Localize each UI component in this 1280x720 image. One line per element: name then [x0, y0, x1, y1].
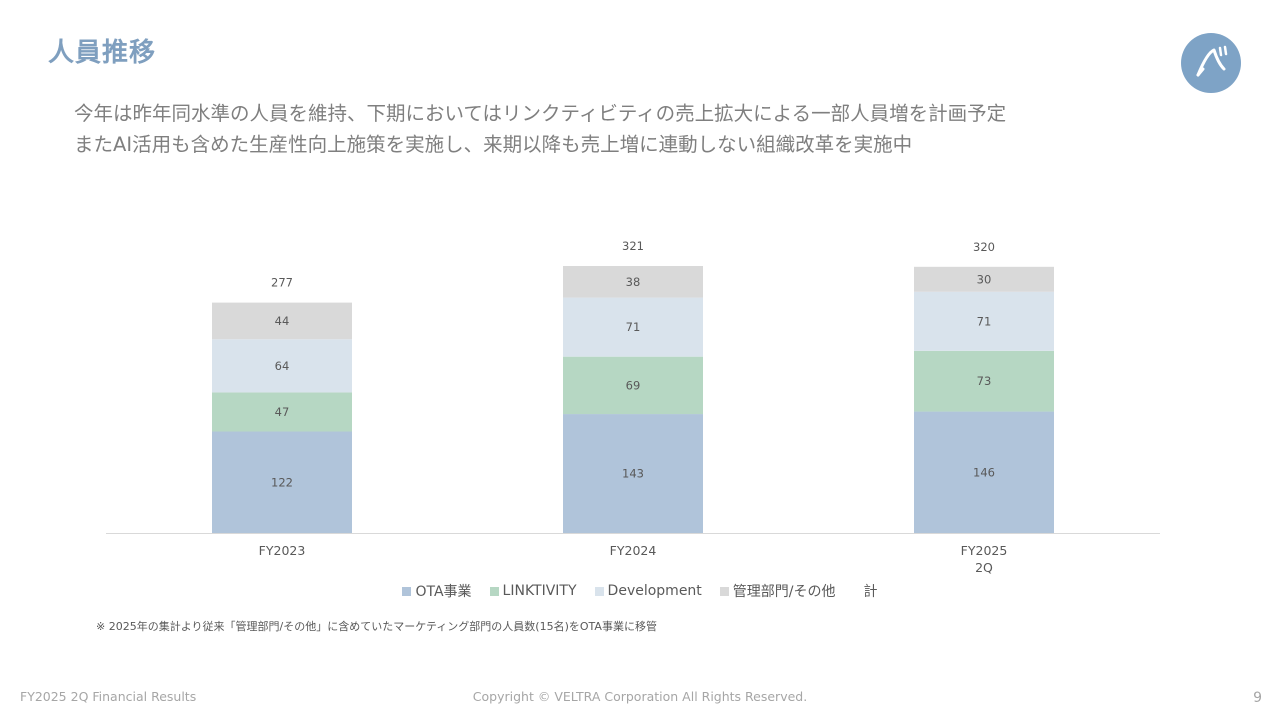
bar-fy2023-series-2	[212, 339, 352, 393]
total-label: 320	[973, 240, 995, 254]
legend-label: 計	[863, 584, 878, 600]
bar-fy2025-series-0	[914, 411, 1054, 533]
legend-label: OTA事業	[415, 584, 472, 600]
data-label: 69	[626, 378, 641, 392]
bar-fy2025-series-1	[914, 350, 1054, 412]
category-tick-label: FY2023	[259, 543, 306, 558]
data-label: 71	[626, 320, 641, 334]
category-tick-label: FY2024	[610, 543, 657, 558]
bar-fy2025-series-2	[914, 291, 1054, 351]
legend-item-total: 計	[864, 581, 878, 601]
bar-fy2024-series-2	[563, 297, 703, 357]
footer-copyright: Copyright © VELTRA Corporation All Right…	[472, 689, 808, 704]
headcount-chart: 122 47 64 44 277 FY2023 143 69 71 38 321 FY2024 146 7…	[106, 239, 1160, 575]
data-label: 143	[622, 467, 644, 481]
data-label: 122	[271, 475, 293, 489]
veltra-logo-icon	[1181, 33, 1241, 93]
legend-item: LINKTIVITY	[489, 581, 577, 601]
bar-fy2024-series-0	[563, 414, 703, 533]
legend-swatch	[594, 586, 604, 596]
data-label: 64	[275, 359, 290, 373]
bar-fy2025-series-3	[914, 266, 1054, 292]
data-label: 38	[626, 275, 641, 289]
stacked-bar-chart: 122 47 64 44 277 FY2023 143 69 71 38 321 FY2024 146 7…	[106, 239, 1160, 575]
bar-fy2024-series-1	[563, 356, 703, 415]
category-tick-label: 2Q	[975, 560, 993, 575]
data-label: 73	[977, 374, 992, 388]
total-label: 321	[622, 239, 644, 253]
legend-item: Development	[594, 581, 702, 601]
legend-item: 管理部門/その他	[719, 581, 836, 601]
bar-fy2024-series-3	[563, 266, 703, 298]
lead-text: 今年は昨年同水準の人員を維持、下期においてはリンクティビティの売上拡大による一部…	[74, 98, 1006, 160]
total-label: 277	[271, 276, 293, 290]
legend-item: OTA事業	[402, 581, 472, 601]
data-label: 30	[977, 272, 992, 286]
page-title: 人員推移	[48, 38, 157, 68]
bar-fy2023-series-1	[212, 392, 352, 432]
bar-fy2023-series-3	[212, 302, 352, 340]
footer-report-name: FY2025 2Q Financial Results	[20, 689, 197, 704]
lead-line-1: 今年は昨年同水準の人員を維持、下期においてはリンクティビティの売上拡大による一部…	[74, 102, 1007, 125]
legend-swatch	[719, 586, 729, 596]
legend-label: LINKTIVITY	[502, 583, 577, 599]
legend-label: Development	[607, 583, 702, 599]
legend-swatch	[402, 586, 412, 596]
lead-line-2: またAI活用も含めた生産性向上施策を実施し、来期以降も売上増に連動しない組織改革…	[74, 133, 913, 156]
legend-swatch	[489, 586, 499, 596]
bar-fy2023-series-0	[212, 431, 352, 533]
data-label: 44	[275, 314, 290, 328]
data-label: 71	[977, 314, 992, 328]
legend-label: 管理部門/その他	[732, 584, 836, 600]
footnote: ※ 2025年の集計より従来「管理部門/その他」に含めていたマーケティング部門の…	[96, 620, 657, 633]
data-label: 47	[275, 405, 290, 419]
page-number: 9	[1253, 690, 1262, 706]
category-tick-label: FY2025	[961, 543, 1008, 558]
data-label: 146	[973, 465, 995, 479]
chart-legend: OTA事業 LINKTIVITY Development 管理部門/その他 計	[0, 581, 1280, 601]
